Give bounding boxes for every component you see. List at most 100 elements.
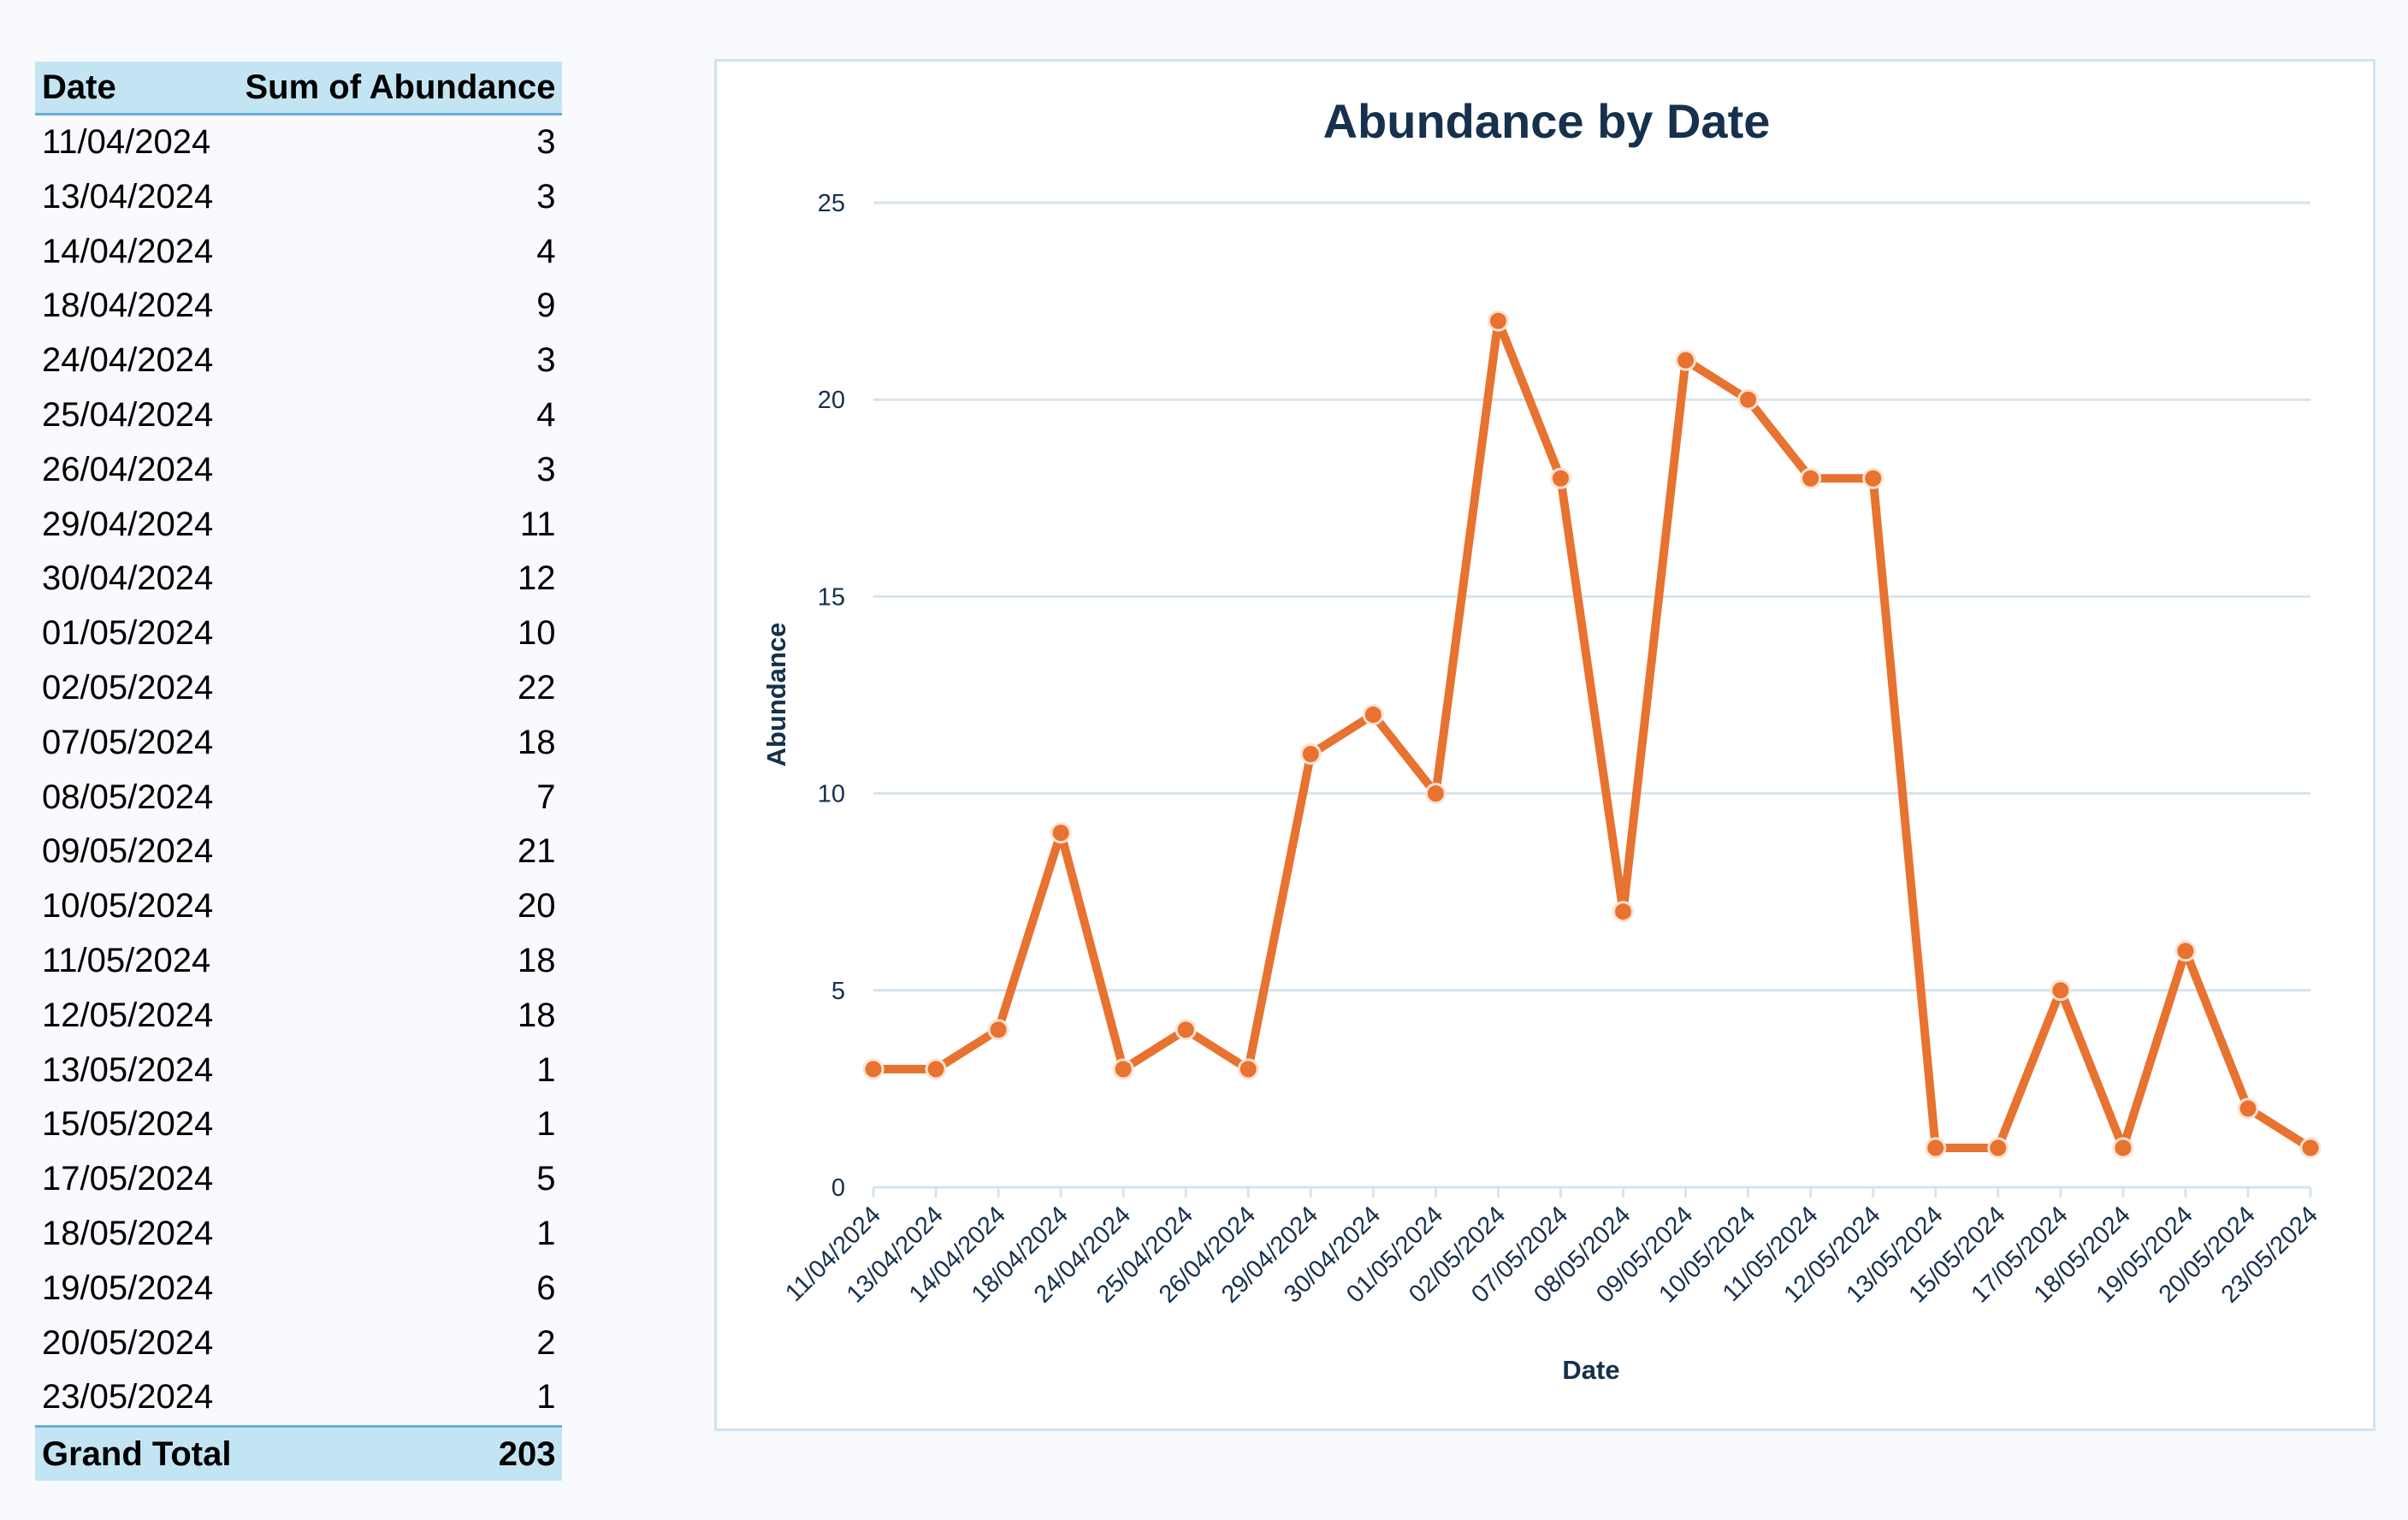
- gridlines: [873, 201, 2310, 992]
- pivot-date-cell[interactable]: 01/05/2024: [42, 614, 214, 653]
- pivot-date-cell[interactable]: 13/04/2024: [42, 177, 214, 216]
- pivot-date-cell[interactable]: 02/05/2024: [42, 668, 214, 707]
- line-chart: Abundance by Date 0 5 10 15 20 25 11/04/20241…: [761, 94, 2323, 1385]
- pivot-value-cell[interactable]: 9: [536, 287, 556, 325]
- table-row: 11/05/2024 18: [35, 934, 562, 989]
- pivot-date-cell[interactable]: 13/05/2024: [42, 1050, 214, 1089]
- chart-area[interactable]: Abundance by Date 0 5 10 15 20 25 11/04/2024 1…: [714, 59, 2375, 1431]
- pivot-value-cell[interactable]: 7: [536, 778, 556, 816]
- pivot-date-cell[interactable]: 08/05/2024: [42, 778, 214, 816]
- pivot-value-cell[interactable]: 4: [536, 232, 556, 270]
- pivot-value-cell[interactable]: 5: [536, 1160, 556, 1198]
- pivot-date-cell[interactable]: 15/05/2024: [42, 1105, 214, 1144]
- pivot-value-cell[interactable]: 2: [536, 1323, 556, 1362]
- data-point: [1862, 467, 1884, 489]
- pivot-date-cell[interactable]: 18/05/2024: [42, 1214, 214, 1252]
- table-row: 08/05/2024 7: [35, 771, 562, 825]
- pivot-date-cell[interactable]: 23/05/2024: [42, 1378, 214, 1416]
- pivot-value-cell[interactable]: 20: [517, 887, 556, 926]
- pivot-date-cell[interactable]: 14/04/2024: [42, 232, 214, 270]
- series-markers: [862, 310, 2322, 1159]
- pivot-date-cell[interactable]: 11/05/2024: [42, 941, 211, 979]
- pivot-table: Date Sum of Abundance 11/04/2024 3 13/04/2…: [35, 62, 563, 1482]
- pivot-value-cell[interactable]: 18: [517, 723, 556, 761]
- pivot-date-cell[interactable]: 09/05/2024: [42, 832, 214, 871]
- table-row: 10/05/2024 20: [35, 879, 562, 934]
- table-row: 29/04/2024 11: [35, 498, 562, 553]
- data-point: [1174, 1019, 1197, 1041]
- pivot-date-cell[interactable]: 24/04/2024: [42, 341, 214, 380]
- pivot-date-cell[interactable]: 11/04/2024: [42, 123, 211, 161]
- pivot-header-date[interactable]: Date: [35, 62, 239, 115]
- data-point: [1299, 743, 1322, 766]
- table-row: 26/04/2024 3: [35, 443, 562, 498]
- pivot-value-cell[interactable]: 22: [517, 668, 556, 707]
- data-point: [925, 1058, 947, 1080]
- pivot-value-cell[interactable]: 1: [536, 1105, 556, 1144]
- y-axis-ticks: 0 5 10 15 20 25: [818, 190, 845, 1202]
- table-row: 25/04/2024 4: [35, 388, 562, 443]
- pivot-total-value[interactable]: 203: [238, 1425, 563, 1482]
- table-row: 09/05/2024 21: [35, 825, 562, 879]
- pivot-date-cell[interactable]: 30/04/2024: [42, 559, 214, 598]
- data-point: [1737, 388, 1760, 411]
- pivot-value-cell[interactable]: 1: [536, 1050, 556, 1089]
- data-point: [1487, 310, 1509, 332]
- pivot-value-cell[interactable]: 3: [536, 450, 556, 488]
- pivot-total-row: Grand Total 203: [35, 1425, 563, 1482]
- data-point: [1800, 467, 1822, 489]
- series-line-layer: [869, 316, 2315, 1152]
- data-point: [1925, 1137, 1947, 1159]
- data-point: [1424, 783, 1447, 805]
- pivot-value-cell[interactable]: 21: [517, 832, 556, 871]
- data-point: [2112, 1137, 2134, 1159]
- table-row: 18/04/2024 9: [35, 279, 562, 334]
- data-point: [1987, 1137, 2009, 1159]
- pivot-value-cell[interactable]: 3: [536, 123, 556, 161]
- table-row: 02/05/2024 22: [35, 661, 562, 716]
- data-point: [1612, 901, 1635, 923]
- pivot-value-cell[interactable]: 18: [517, 996, 556, 1034]
- table-row: 15/05/2024 1: [35, 1097, 562, 1152]
- pivot-date-cell[interactable]: 20/05/2024: [42, 1323, 214, 1362]
- y-tick-label: 10: [818, 781, 845, 808]
- pivot-value-cell[interactable]: 11: [519, 505, 556, 543]
- pivot-value-cell[interactable]: 18: [517, 941, 556, 979]
- y-axis-label: Abundance: [761, 623, 791, 767]
- y-tick-label: 20: [818, 387, 845, 414]
- y-tick-label: 15: [818, 583, 845, 611]
- pivot-date-cell[interactable]: 10/05/2024: [42, 887, 214, 926]
- pivot-date-cell[interactable]: 17/05/2024: [42, 1160, 214, 1198]
- y-tick-label: 0: [831, 1174, 845, 1202]
- x-axis-label: Date: [1562, 1355, 1619, 1385]
- data-point: [1362, 704, 1384, 726]
- pivot-date-cell[interactable]: 29/04/2024: [42, 505, 214, 543]
- pivot-value-cell[interactable]: 3: [536, 177, 556, 216]
- pivot-value-cell[interactable]: 3: [536, 341, 556, 380]
- table-row: 13/04/2024 3: [35, 170, 562, 225]
- pivot-date-cell[interactable]: 19/05/2024: [42, 1269, 214, 1307]
- pivot-date-cell[interactable]: 25/04/2024: [42, 395, 214, 434]
- data-point: [987, 1019, 1009, 1041]
- y-tick-label: 5: [831, 978, 845, 1005]
- pivot-header-sum[interactable]: Sum of Abundance: [238, 62, 563, 115]
- pivot-body: 11/04/2024 3 13/04/2024 3 14/04/2024 4 18/04/2…: [35, 115, 562, 1427]
- pivot-value-cell[interactable]: 4: [536, 395, 556, 434]
- pivot-value-cell[interactable]: 12: [517, 559, 556, 598]
- pivot-value-cell[interactable]: 6: [536, 1269, 556, 1307]
- series-line: [869, 316, 2315, 1152]
- table-row: 17/05/2024 5: [35, 1152, 562, 1207]
- table-row: 01/05/2024 10: [35, 606, 562, 661]
- pivot-value-cell[interactable]: 1: [536, 1378, 556, 1416]
- pivot-value-cell[interactable]: 10: [517, 614, 556, 653]
- data-point: [1237, 1058, 1259, 1080]
- x-axis: 11/04/202413/04/202414/04/202418/04/2024…: [780, 1186, 2323, 1309]
- pivot-value-cell[interactable]: 1: [536, 1214, 556, 1252]
- pivot-date-cell[interactable]: 12/05/2024: [42, 996, 214, 1034]
- pivot-date-cell[interactable]: 07/05/2024: [42, 723, 214, 761]
- pivot-total-label[interactable]: Grand Total: [35, 1425, 239, 1482]
- table-row: 24/04/2024 3: [35, 334, 562, 388]
- pivot-date-cell[interactable]: 18/04/2024: [42, 287, 214, 325]
- pivot-date-cell[interactable]: 26/04/2024: [42, 450, 214, 488]
- table-row: 13/05/2024 1: [35, 1044, 562, 1098]
